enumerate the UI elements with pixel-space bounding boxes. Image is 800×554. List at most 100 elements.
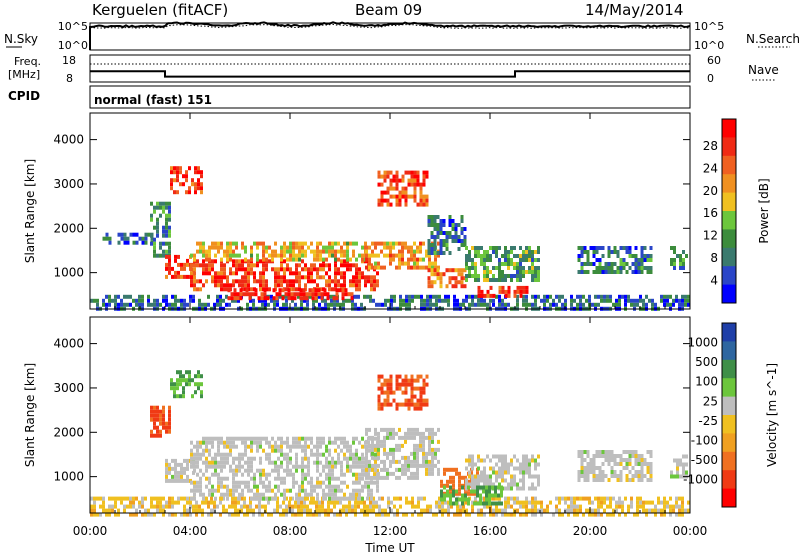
heatmap-cell: [186, 512, 189, 517]
heatmap-cell: [410, 249, 413, 254]
heatmap-cell: [223, 253, 226, 258]
heatmap-cell: [301, 275, 304, 280]
heatmap-cell: [190, 460, 193, 465]
heatmap-cell: [283, 271, 286, 276]
heatmap-cell: [220, 464, 223, 469]
heatmap-cell: [443, 485, 446, 490]
heatmap-cell: [202, 283, 205, 288]
heatmap-cell: [358, 275, 361, 280]
heatmap-cell: [480, 293, 484, 298]
heatmap-cell: [168, 409, 171, 414]
heatmap-cell: [231, 496, 234, 501]
heatmap-cell: [310, 492, 313, 497]
heatmap-cell: [610, 270, 614, 274]
heatmap-cell: [295, 257, 298, 262]
heatmap-cell: [126, 294, 129, 299]
heatmap-cell: [243, 504, 246, 509]
heatmap-cell: [309, 508, 312, 513]
heatmap-cell: [322, 440, 325, 445]
heatmap-cell: [259, 476, 262, 481]
heatmap-cell: [294, 302, 297, 307]
heatmap-cell: [170, 166, 173, 171]
heatmap-cell: [474, 278, 477, 282]
heatmap-cell: [156, 405, 159, 410]
heatmap-cell: [355, 283, 358, 288]
heatmap-cell: [327, 512, 330, 517]
y-tick-label: 2000: [53, 425, 84, 439]
heatmap-cell: [283, 440, 286, 445]
heatmap-cell: [577, 246, 581, 250]
heatmap-cell: [153, 417, 156, 422]
heatmap-cell: [337, 257, 340, 262]
heatmap-cell: [108, 298, 111, 303]
heatmap-cell: [462, 508, 465, 513]
heatmap-cell: [446, 489, 449, 494]
heatmap-cell: [168, 217, 171, 222]
heatmap-cell: [217, 279, 220, 284]
heatmap-cell: [463, 243, 467, 247]
heatmap-cell: [307, 245, 310, 250]
heatmap-cell: [609, 504, 612, 509]
heatmap-cell: [610, 262, 614, 266]
heatmap-cell: [463, 227, 467, 231]
heatmap-cell: [246, 302, 249, 307]
heatmap-cell: [401, 390, 405, 395]
heatmap-cell: [250, 287, 253, 292]
heatmap-cell: [434, 455, 437, 460]
heatmap-cell: [162, 413, 165, 418]
heatmap-cell: [223, 476, 226, 481]
heatmap-cell: [210, 500, 213, 505]
heatmap-cell: [189, 298, 192, 303]
heatmap-cell: [162, 249, 165, 254]
heatmap-cell: [262, 267, 265, 272]
velocity-heatmap: [90, 370, 690, 517]
heatmap-cell: [528, 500, 531, 505]
heatmap-cell: [280, 480, 283, 485]
heatmap-cell: [663, 302, 666, 307]
heatmap-cell: [383, 245, 386, 250]
heatmap-cell: [220, 456, 223, 461]
heatmap-cell: [153, 253, 156, 258]
heatmap-cell: [448, 280, 452, 285]
heatmap-cell: [256, 440, 259, 445]
heatmap-cell: [233, 296, 237, 301]
heatmap-cell: [334, 476, 337, 481]
heatmap-cell: [537, 478, 540, 483]
heatmap-cell: [471, 262, 474, 266]
heatmap-cell: [374, 447, 377, 452]
heatmap-cell: [324, 508, 327, 513]
heatmap-cell: [462, 298, 465, 303]
heatmap-cell: [365, 459, 368, 464]
x-tick-label: 04:00: [173, 524, 208, 538]
heatmap-cell: [386, 467, 389, 472]
heatmap-cell: [141, 236, 145, 241]
heatmap-cell: [413, 394, 417, 399]
heatmap-cell: [343, 492, 346, 497]
heatmap-cell: [404, 382, 408, 387]
heatmap-cell: [199, 279, 202, 284]
heatmap-cell: [383, 459, 386, 464]
heatmap-cell: [205, 263, 208, 268]
heatmap-cell: [619, 458, 623, 462]
heatmap-cell: [522, 294, 525, 299]
heatmap-cell: [173, 386, 176, 391]
heatmap-cell: [156, 409, 159, 414]
heatmap-cell: [420, 508, 423, 513]
heatmap-cell: [265, 452, 268, 457]
heatmap-cell: [279, 504, 282, 509]
heatmap-cell: [352, 275, 355, 280]
heatmap-cell: [628, 254, 632, 258]
heatmap-cell: [601, 462, 605, 466]
heatmap-cell: [606, 294, 609, 299]
heatmap-cell: [636, 298, 639, 303]
heatmap-cell: [685, 254, 688, 258]
heatmap-cell: [425, 398, 429, 403]
heatmap-cell: [226, 460, 229, 465]
heatmap-cell: [303, 508, 306, 513]
heatmap-cell: [153, 496, 156, 501]
heatmap-cell: [361, 271, 364, 276]
heatmap-cell: [180, 496, 183, 501]
heatmap-cell: [646, 470, 650, 474]
heatmap-cell: [419, 435, 422, 440]
heatmap-cell: [165, 500, 168, 505]
